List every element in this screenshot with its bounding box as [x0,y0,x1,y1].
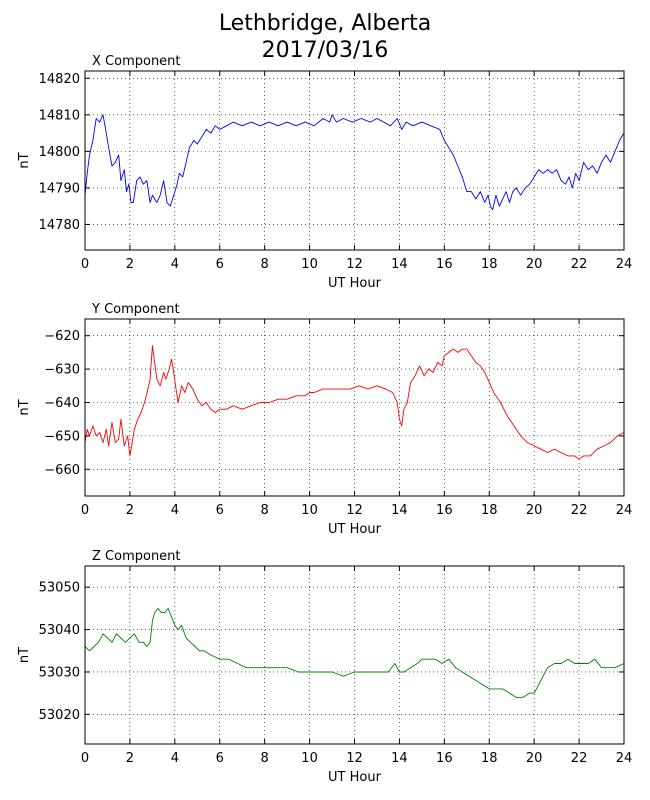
x-axis-label: UT Hour [328,770,382,785]
x-tick-label: 4 [171,751,179,766]
x-tick-label: 8 [261,257,269,272]
y-tick-label: 53040 [39,623,80,638]
y-tick-label: 14780 [39,218,80,233]
x-tick-label: 10 [301,751,318,766]
x-tick-label: 14 [391,751,408,766]
x-tick-label: 8 [261,503,269,518]
x-tick-label: 2 [126,751,134,766]
x-tick-label: 6 [216,751,224,766]
x-tick-label: 0 [81,503,89,518]
x-tick-label: 22 [571,257,588,272]
x-tick-label: 24 [616,751,633,766]
y-axis-label: nT [17,647,32,663]
x-tick-label: 18 [481,751,498,766]
x-tick-label: 2 [126,257,134,272]
x-tick-label: 14 [391,257,408,272]
x-tick-label: 12 [346,751,363,766]
x-tick-label: 18 [481,257,498,272]
x-tick-label: 18 [481,503,498,518]
y-tick-label: −650 [44,429,80,444]
x-axis-label: UT Hour [328,522,382,537]
y-tick-label: 53020 [39,708,80,723]
x-tick-label: 16 [436,503,453,518]
x-tick-label: 2 [126,503,134,518]
data-line [84,345,625,460]
x-tick-label: 10 [301,503,318,518]
y-tick-label: −630 [44,363,80,378]
x-tick-label: 20 [526,503,543,518]
y-tick-label: −620 [44,329,80,344]
x-tick-label: 16 [436,257,453,272]
y-tick-label: −640 [44,396,80,411]
chart-title-date: 2017/03/16 [261,38,389,63]
x-tick-label: 20 [526,751,543,766]
y-tick-label: 53050 [39,581,80,596]
x-tick-label: 22 [571,503,588,518]
x-tick-label: 20 [526,257,543,272]
x-tick-label: 0 [81,751,89,766]
x-tick-label: 6 [216,503,224,518]
x-tick-label: 22 [571,751,588,766]
panel-title: X Component [92,54,181,69]
y-tick-label: 14800 [39,145,80,160]
x-tick-label: 12 [346,503,363,518]
y-tick-label: 53030 [39,665,80,680]
data-line [84,114,625,211]
x-tick-label: 14 [391,503,408,518]
x-tick-label: 0 [81,257,89,272]
x-tick-label: 12 [346,257,363,272]
x-tick-label: 24 [616,503,633,518]
panel-title: Z Component [92,549,181,564]
x-tick-label: 4 [171,257,179,272]
x-tick-label: 16 [436,751,453,766]
y-tick-label: 14790 [39,181,80,196]
x-tick-label: 8 [261,751,269,766]
chart-title-location: Lethbridge, Alberta [218,11,432,36]
data-line [84,607,625,698]
x-axis-label: UT Hour [328,276,382,291]
x-tick-label: 6 [216,257,224,272]
x-tick-label: 4 [171,503,179,518]
y-axis-label: nT [17,152,32,168]
x-tick-label: 24 [616,257,633,272]
y-tick-label: 14810 [39,108,80,123]
x-tick-label: 10 [301,257,318,272]
y-tick-label: −660 [44,463,80,478]
chart-title: Lethbridge, Alberta 2017/03/16 [0,10,650,64]
y-axis-label: nT [17,399,32,415]
panel-title: Y Component [91,302,180,317]
y-tick-label: 14820 [39,72,80,87]
